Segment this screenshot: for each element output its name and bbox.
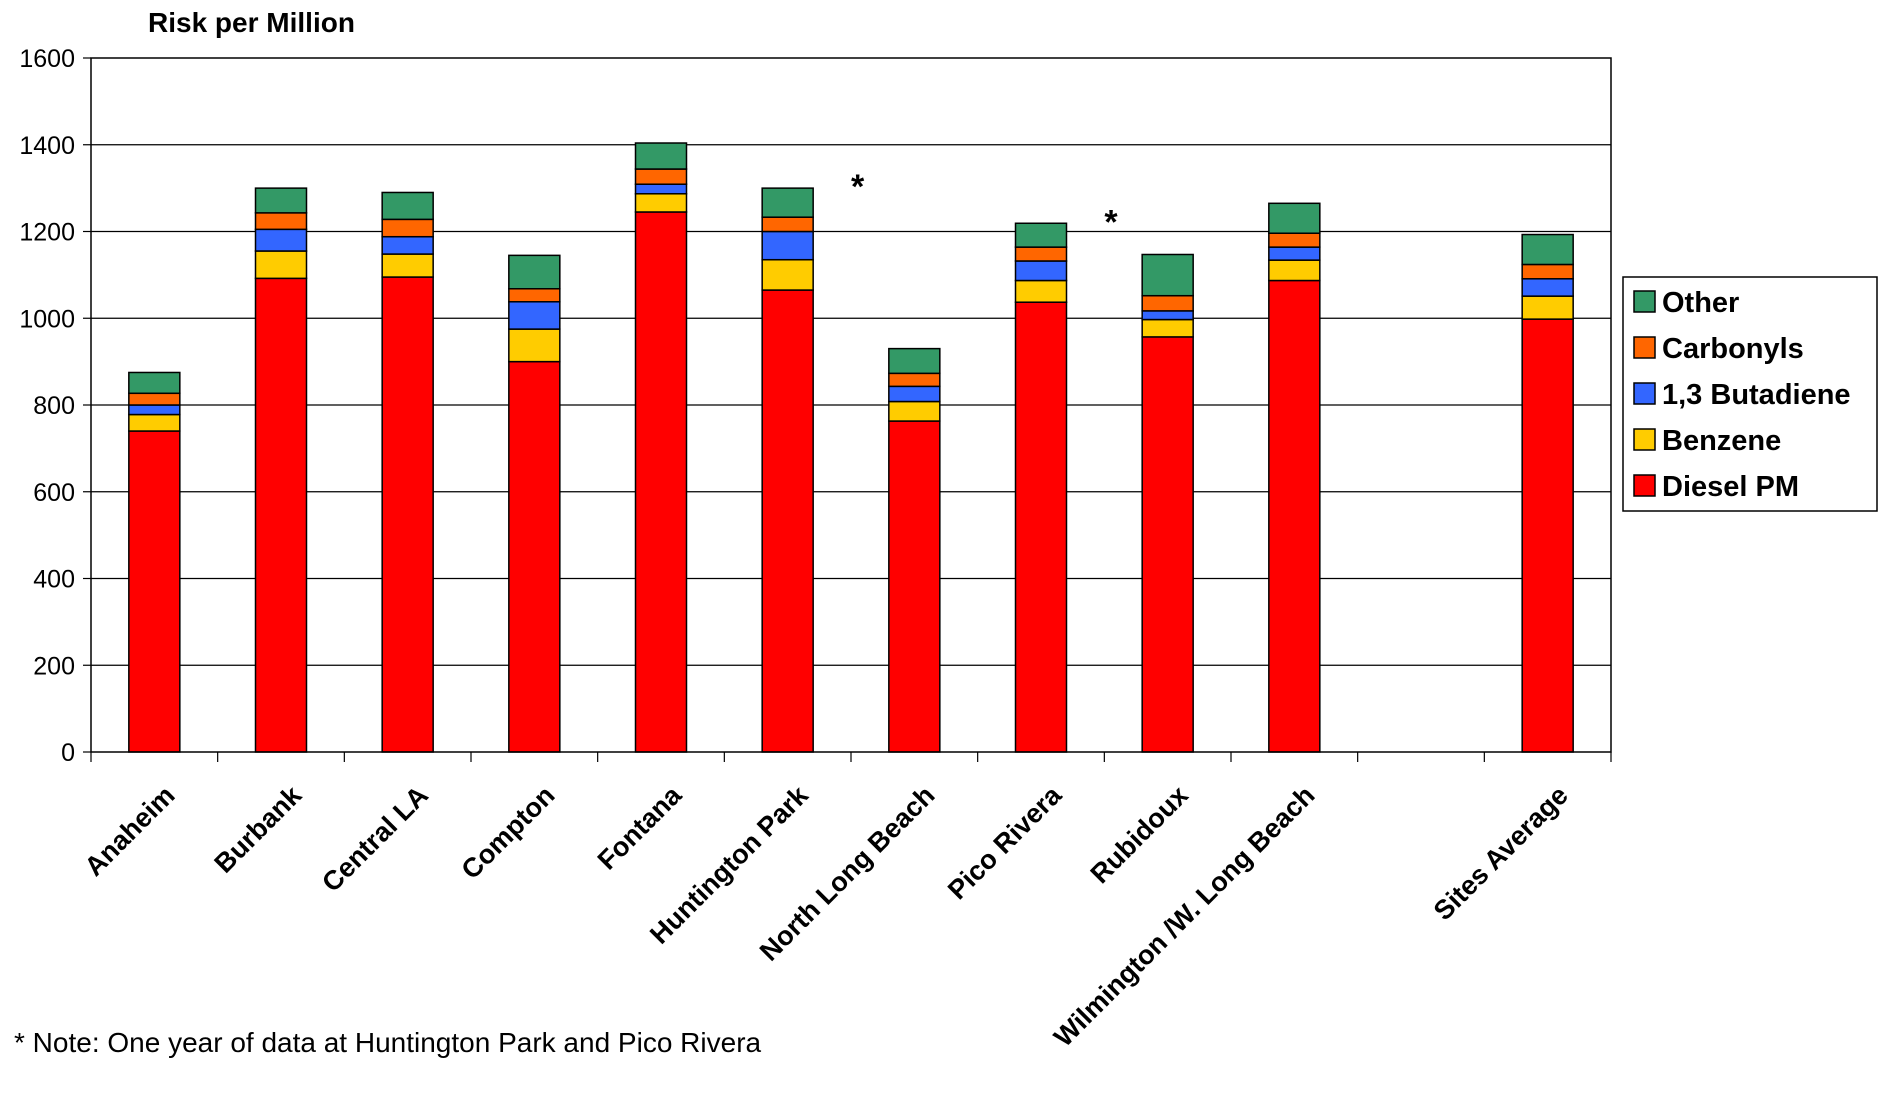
y-tick-label: 1400 [19,132,75,160]
x-tick-label: Fontana [592,779,688,875]
bar-segment [888,385,941,403]
bar-segment [888,372,941,388]
legend-swatch [1633,474,1656,497]
bar-segment [761,216,814,233]
bar-segment [1268,259,1321,282]
x-tick-label: Wilmington /W. Long Beach [1048,780,1320,1052]
legend-label: Carbonyls [1662,333,1804,365]
legend-swatch [1633,428,1656,451]
y-tick-label: 1000 [19,305,75,333]
legend-label: Other [1662,287,1739,319]
legend-swatch [1633,382,1656,405]
bar-segment [634,193,688,213]
bar-segment [1014,246,1068,262]
y-tick-label: 1200 [19,219,75,247]
x-tick-labels: Anaheim Burbank Central LA Compton FontanaHu… [79,779,1574,1052]
y-tick-label: 1600 [19,45,75,73]
bar-segment [508,254,561,290]
bar-segment [1521,318,1574,753]
y-axis-label: Risk per Million [148,7,355,38]
bar-segment [1268,232,1321,248]
bar-segment [381,276,434,753]
legend-swatch [1633,290,1656,313]
x-tick-label: Compton [456,780,561,885]
bar-segment [1014,301,1068,753]
bar-segment [1521,278,1574,297]
bar-segment [1141,253,1194,297]
legend: Other Carbonyls 1,3 Butadiene Benzene Diesel… [1622,276,1878,512]
y-tick-label: 0 [61,739,75,767]
bar-segment [1268,202,1321,234]
bar-segment [254,277,308,753]
bar-segment [508,288,561,303]
bar-segment [254,187,308,214]
bar-segment [128,392,181,406]
bar-segment [888,400,941,422]
bar-segment [634,211,688,753]
bar-segment [888,420,941,753]
y-tick-label: 400 [33,566,75,594]
bar-segment [634,183,688,195]
annotation-asterisk: * [851,168,865,206]
x-tick-label: Anaheim [79,780,181,882]
legend-label: Benzene [1662,425,1781,457]
bar-segment [128,430,181,753]
bar-segment [1014,279,1068,303]
legend-box [1622,276,1878,512]
bar-segment [381,191,434,221]
bar-segment [254,228,308,252]
bar-segment [1014,222,1068,248]
bar-segment [634,142,688,170]
annotations: ** [851,168,1118,241]
bar-segment [1141,310,1194,321]
bar-segment [1268,279,1321,753]
bar-segment [254,212,308,231]
bar-segment [761,230,814,261]
bar-segment [128,413,181,432]
bar-segment [128,371,181,395]
x-tick-label: Sites Average [1428,780,1574,926]
bar-segment [508,328,561,363]
bar-segment [381,253,434,278]
bars [128,142,1574,753]
bar-segment [761,258,814,291]
y-tick-label: 200 [33,652,75,680]
x-tick-label: Central LA [316,780,434,898]
bar-segment [508,301,561,330]
bar-segment [1268,246,1321,261]
legend-label: Diesel PM [1662,471,1799,503]
bar-segment [381,218,434,238]
bar-segment [1521,263,1574,280]
x-tick-label: Pico Rivera [942,779,1068,905]
bar-segment [761,289,814,753]
bar-segment [128,404,181,416]
bar-segment [1141,318,1194,338]
annotation-asterisk: * [1104,203,1118,241]
legend-label: 1,3 Butadiene [1662,379,1851,411]
footnote: * Note: One year of data at Huntington P… [14,1027,762,1058]
legend-swatch [1633,336,1656,359]
bar-segment [381,235,434,255]
bar-segment [888,347,941,375]
bar-segment [508,360,561,753]
bar-segment [761,187,814,218]
y-tick-label: 600 [33,479,75,507]
bar-segment [1521,295,1574,320]
bar-segment [1521,233,1574,266]
bar-segment [254,250,308,280]
gridlines [91,144,1611,666]
bar-segment [634,168,688,185]
axes [90,57,1612,762]
x-tick-label: Rubidoux [1085,780,1194,889]
bar-segment [1014,260,1068,282]
y-tick-labels: 0 200 400 600 800 1000 1200 1400 1600 [19,45,91,767]
bar-segment [1141,336,1194,753]
bar-segment [1141,294,1194,312]
x-tick-label: Burbank [209,779,308,878]
y-tick-label: 800 [33,392,75,420]
